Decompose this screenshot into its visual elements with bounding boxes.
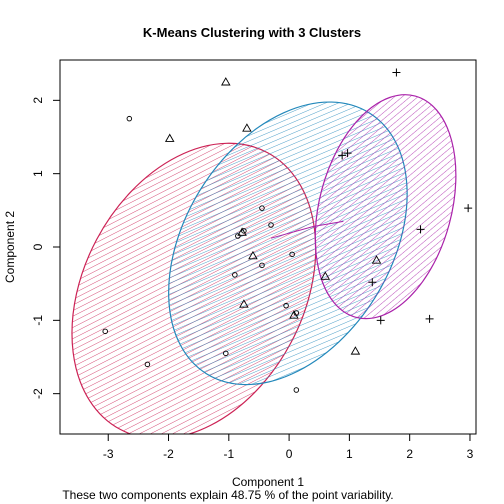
- x-tick-label: -3: [103, 447, 114, 461]
- y-tick-label: 0: [31, 243, 45, 250]
- x-tick-label: 2: [406, 447, 413, 461]
- data-point-circle: [259, 205, 265, 211]
- x-tick-label: 1: [346, 447, 353, 461]
- data-point-plus: [464, 204, 473, 213]
- data-point-plus: [425, 314, 434, 323]
- data-point-plus: [376, 316, 385, 325]
- cluster-ellipse: [314, 94, 457, 320]
- data-point-triangle: [350, 346, 361, 355]
- data-point-circle: [283, 302, 289, 309]
- data-point-triangle: [371, 255, 382, 264]
- data-point-circle: [293, 387, 300, 393]
- data-point-circle: [144, 361, 151, 368]
- data-point-circle: [259, 262, 265, 269]
- x-tick-label: -1: [223, 447, 234, 461]
- data-point-plus: [368, 278, 377, 287]
- data-point-plus: [392, 68, 401, 77]
- data-point-triangle: [248, 250, 258, 260]
- data-point-circle: [268, 222, 274, 228]
- data-point-triangle: [164, 133, 175, 142]
- data-point-circle: [241, 228, 247, 234]
- data-point-circle: [289, 251, 295, 258]
- data-point-circle: [102, 328, 108, 335]
- variability-caption: These two components explain 48.75 % of …: [62, 488, 393, 502]
- y-axis-label: Component 2: [3, 211, 17, 283]
- data-point-circle: [232, 272, 238, 278]
- data-point-plus: [416, 225, 425, 234]
- chart-title: K-Means Clustering with 3 Clusters: [143, 25, 361, 40]
- y-tick-label: 1: [31, 170, 45, 177]
- data-point-triangle: [289, 310, 299, 319]
- data-point-triangle: [237, 227, 247, 236]
- data-point-triangle: [242, 123, 252, 132]
- y-tick-label: -2: [31, 388, 45, 399]
- x-tick-label: 3: [467, 447, 474, 461]
- x-tick-label: 0: [286, 447, 293, 461]
- data-point-plus: [338, 151, 347, 160]
- data-point-triangle: [221, 77, 231, 86]
- data-point-circle: [126, 115, 133, 122]
- y-tick-label: -1: [31, 315, 45, 326]
- cluster-center-link: [270, 220, 344, 239]
- data-point-plus: [343, 149, 352, 158]
- data-point-circle: [235, 233, 241, 239]
- y-tick-label: 2: [31, 97, 45, 104]
- data-point-circle: [223, 350, 229, 357]
- data-point-triangle: [239, 299, 249, 308]
- x-axis-label: Component 1: [232, 475, 304, 489]
- x-tick-label: -2: [163, 447, 174, 461]
- data-point-triangle: [320, 271, 331, 280]
